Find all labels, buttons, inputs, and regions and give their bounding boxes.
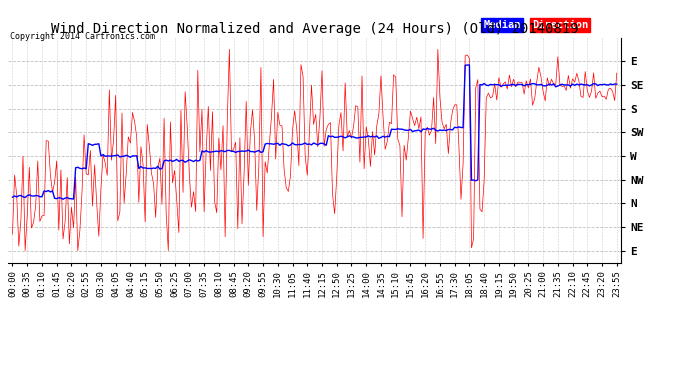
Title: Wind Direction Normalized and Average (24 Hours) (Old) 20140819: Wind Direction Normalized and Average (2… <box>51 22 578 36</box>
Text: Copyright 2014 Cartronics.com: Copyright 2014 Cartronics.com <box>10 32 155 41</box>
Text: Direction: Direction <box>532 20 589 30</box>
Text: Median: Median <box>483 20 521 30</box>
